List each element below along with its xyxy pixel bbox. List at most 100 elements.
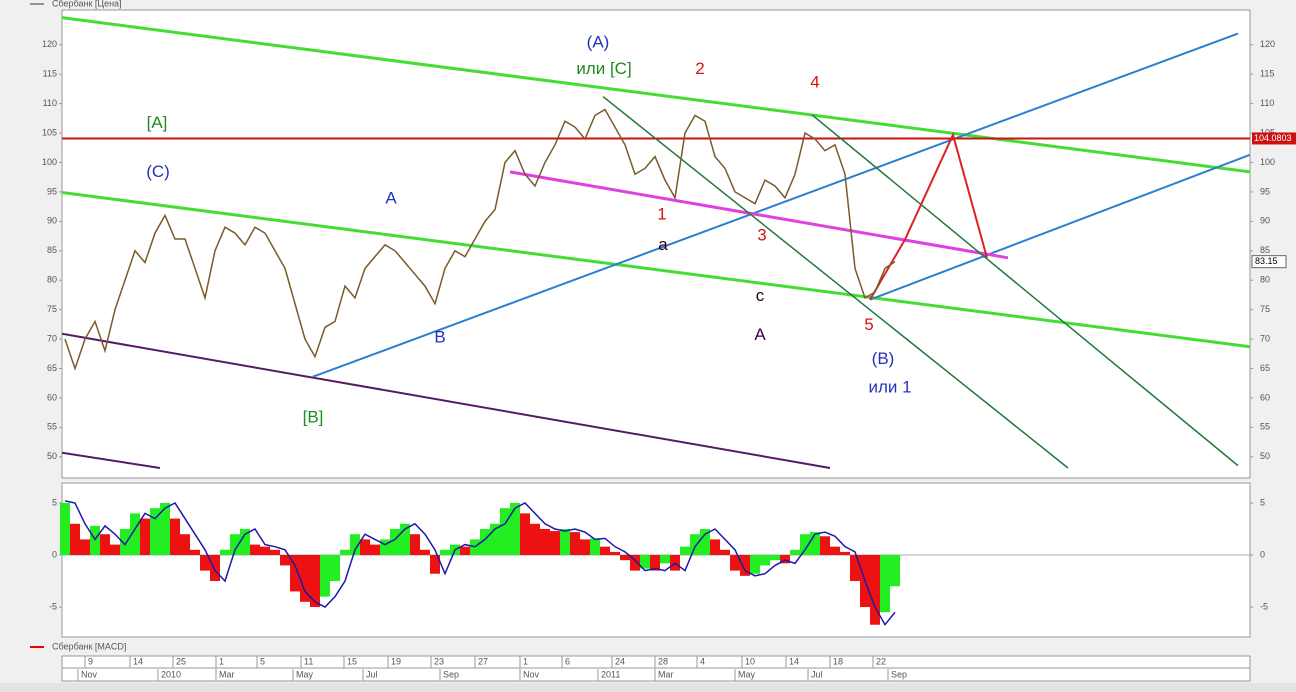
wave-label: a [658,235,668,254]
y-tick-label: 105 [1260,127,1275,137]
wave-label: или [C] [576,59,631,78]
macd-bar [700,528,710,556]
y-tick-label: 80 [47,275,57,285]
date-label: May [296,669,314,679]
price-line [64,108,896,371]
y-tick-label: 0 [52,549,57,559]
overlay [62,16,1250,469]
macd-bar [350,534,360,556]
macd-bar [130,513,140,556]
macd-bar [180,534,190,556]
macd-bar [230,534,240,556]
macd-bar [380,539,390,556]
macd-bar [260,546,270,556]
macd-bar [790,549,800,556]
macd-bar [870,555,880,625]
trend-line [811,114,1239,467]
y-tick-label: 50 [1260,451,1270,461]
signal-line [64,500,896,627]
macd-bar [330,555,340,582]
y-tick-label: -5 [49,601,57,611]
y-tick-label: 5 [52,497,57,507]
macd-bar [800,534,810,556]
y-tick-label: 90 [47,216,57,226]
date-label: 18 [833,656,843,666]
y-tick-label: 50 [47,451,57,461]
macd-bar [710,539,720,556]
trend-line [869,131,988,301]
wave-label: 1 [657,204,666,223]
date-label: 6 [565,656,570,666]
macd-bar [690,534,700,556]
macd-bar [590,538,600,556]
macd-bar [550,531,560,556]
date-label: May [738,669,756,679]
macd-bar [770,555,780,561]
y-tick-label: -5 [1260,601,1268,611]
macd-bar [400,523,410,556]
y-tick-label: 85 [47,245,57,255]
trend-line [509,170,1009,260]
macd-bar [620,555,630,561]
y-tick-label: 100 [1260,157,1275,167]
macd-bar [170,518,180,556]
y-tick-label: 60 [47,392,57,402]
macd-bar [840,551,850,556]
macd-bar [360,539,370,556]
y-tick-label: 120 [1260,39,1275,49]
y-tick-label: 80 [1260,275,1270,285]
date-label: 4 [700,656,705,666]
date-label: 1 [219,656,224,666]
date-label: 5 [260,656,265,666]
y-tick-label: 95 [1260,186,1270,196]
macd-bar [270,549,280,556]
date-label: 14 [133,656,143,666]
y-tick-label: 65 [1260,363,1270,373]
macd-bar [650,555,660,571]
macd-bar [830,546,840,556]
wave-label: 4 [810,72,819,91]
macd-bar [310,555,320,608]
macd-bar [290,555,300,592]
date-label: Sep [891,669,907,679]
macd-bar [600,546,610,556]
macd-bar [880,555,890,613]
macd-bar [810,532,820,556]
macd-bar [440,549,450,556]
wave-label: A [385,188,397,207]
macd-bar [410,534,420,556]
macd-bar [740,555,750,576]
y-tick-label: 75 [1260,304,1270,314]
date-label: Jul [811,669,823,679]
y-tick-label: 70 [47,333,57,343]
macd-bar [580,539,590,556]
date-label: 2010 [161,669,181,679]
y-tick-label: 110 [1260,98,1274,108]
macd-bar [60,502,70,556]
y-tick-label: 0 [1260,549,1265,559]
macd-bar [430,555,440,574]
scrollbar[interactable] [0,683,1296,692]
level-tag [1252,132,1296,145]
macd-bar [480,528,490,556]
wave-label: (C) [146,162,170,181]
date-label: Nov [523,669,540,679]
wave-label: 3 [757,226,766,245]
macd-bar [240,528,250,556]
trend-line [62,451,161,469]
level-label: 104.0803 [1254,133,1292,143]
wave-label: B [434,327,445,346]
date-label: Mar [658,669,674,679]
date-label: 28 [658,656,668,666]
macd-bar [750,555,760,574]
date-label: 27 [478,656,488,666]
macd-bar [80,539,90,556]
date-label: Jul [366,669,378,679]
macd-bar [210,555,220,582]
macd-title: Сбербанк [MACD] [52,641,126,651]
macd-bar [70,523,80,556]
macd-bar [560,528,570,556]
trend-line [312,32,1239,378]
